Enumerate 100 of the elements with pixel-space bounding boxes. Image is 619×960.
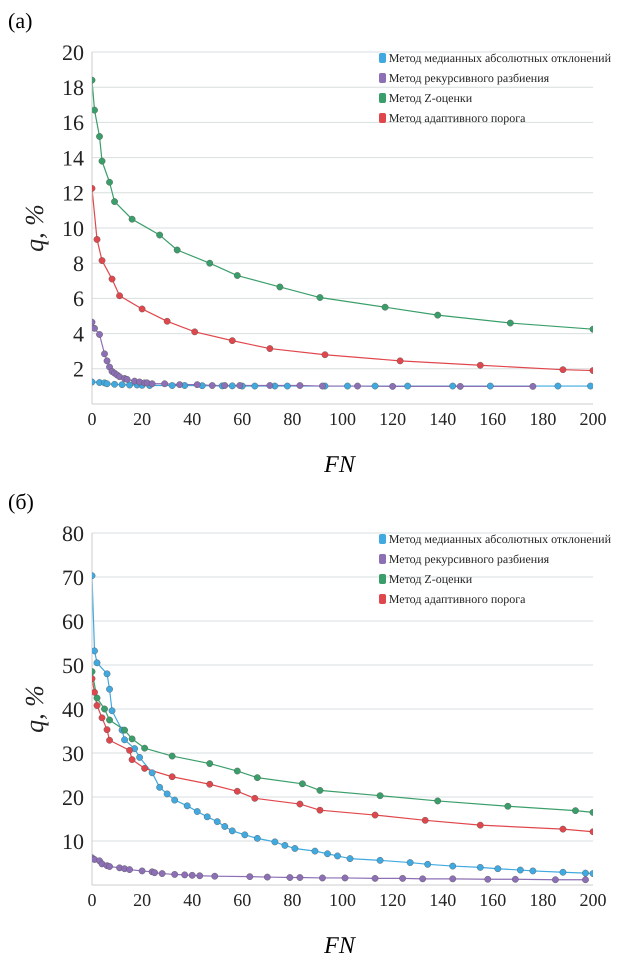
point: [206, 780, 214, 788]
point: [449, 862, 456, 870]
point: [108, 276, 116, 282]
point: [476, 864, 484, 871]
y-tick-label: 10: [62, 828, 84, 854]
point: [319, 382, 326, 390]
point: [271, 838, 278, 846]
point: [251, 794, 258, 802]
point: [284, 382, 291, 390]
point: [148, 380, 156, 388]
point: [296, 874, 304, 881]
point: [254, 774, 261, 782]
point: [211, 872, 218, 880]
point: [151, 869, 158, 876]
point: [246, 873, 254, 880]
x-axis-title: FN: [323, 933, 357, 960]
point: [206, 760, 214, 767]
point: [582, 870, 589, 877]
point: [121, 726, 128, 734]
point: [106, 178, 113, 186]
point: [221, 382, 228, 389]
point: [126, 866, 133, 873]
x-tick-label: 200: [580, 890, 606, 910]
point: [286, 874, 294, 881]
x-tick-label: 100: [329, 408, 356, 429]
y-tick-label: 8: [73, 251, 84, 276]
point: [372, 875, 378, 882]
point: [324, 850, 331, 858]
x-tick-label: 40: [183, 408, 202, 429]
point: [124, 376, 130, 383]
point: [126, 746, 133, 754]
point: [92, 324, 98, 332]
point: [449, 382, 456, 390]
y-axis-title: q, %: [20, 204, 50, 252]
x-tick-label: 20: [133, 408, 152, 429]
point: [344, 382, 351, 390]
legend-label: Метод рекурсивного разбиения: [388, 551, 550, 568]
x-tick-label: 180: [529, 408, 556, 429]
point: [419, 875, 426, 882]
chart-title: (a): [8, 8, 34, 35]
y-axis-title: q, %: [20, 685, 50, 733]
y-tick-label: 50: [62, 652, 84, 678]
point: [372, 382, 378, 390]
point: [161, 380, 168, 388]
point: [98, 158, 106, 165]
x-tick-label: 40: [183, 890, 202, 910]
point: [98, 860, 106, 868]
point: [228, 382, 236, 390]
point: [184, 802, 191, 810]
point: [136, 754, 143, 761]
point: [382, 304, 388, 311]
point: [92, 106, 98, 114]
point: [234, 788, 241, 795]
point: [208, 382, 216, 389]
x-tick-label: 0: [88, 408, 96, 429]
x-tick-label: 100: [329, 890, 356, 910]
point: [512, 876, 519, 883]
point: [106, 716, 113, 724]
point: [156, 232, 164, 238]
point: [214, 818, 221, 826]
point: [316, 294, 324, 301]
legend-label: Метод медианных абсолютных отклонений: [388, 50, 611, 67]
point: [204, 813, 211, 820]
point: [158, 870, 166, 877]
y-tick-label: 2: [73, 356, 84, 382]
y-tick-label: 10: [62, 216, 84, 241]
point: [322, 351, 328, 358]
point: [404, 382, 412, 390]
point: [560, 868, 566, 876]
point: [560, 366, 566, 374]
x-tick-label: 0: [88, 890, 96, 910]
point: [128, 736, 136, 742]
point: [101, 706, 108, 712]
point: [104, 357, 110, 364]
point: [98, 257, 106, 264]
point: [188, 872, 196, 879]
x-tick-label: 180: [529, 890, 556, 910]
point: [196, 872, 204, 880]
point: [118, 381, 126, 388]
point: [236, 382, 244, 389]
point: [399, 875, 406, 882]
x-tick-label: 120: [379, 408, 406, 429]
point: [138, 306, 146, 312]
point: [494, 865, 502, 872]
point: [422, 816, 429, 824]
point: [148, 769, 156, 776]
point: [111, 198, 118, 205]
point: [206, 260, 214, 267]
point: [372, 812, 378, 818]
x-tick-label: 120: [379, 890, 406, 910]
legend-label: Метод Z-оценки: [388, 571, 472, 588]
y-tick-label: 6: [73, 286, 84, 312]
point: [560, 826, 566, 833]
point: [376, 856, 384, 864]
x-tick-label: 140: [429, 890, 456, 910]
point: [251, 382, 258, 390]
point: [176, 381, 184, 388]
point: [486, 382, 494, 390]
point: [194, 381, 201, 388]
point: [506, 320, 514, 326]
